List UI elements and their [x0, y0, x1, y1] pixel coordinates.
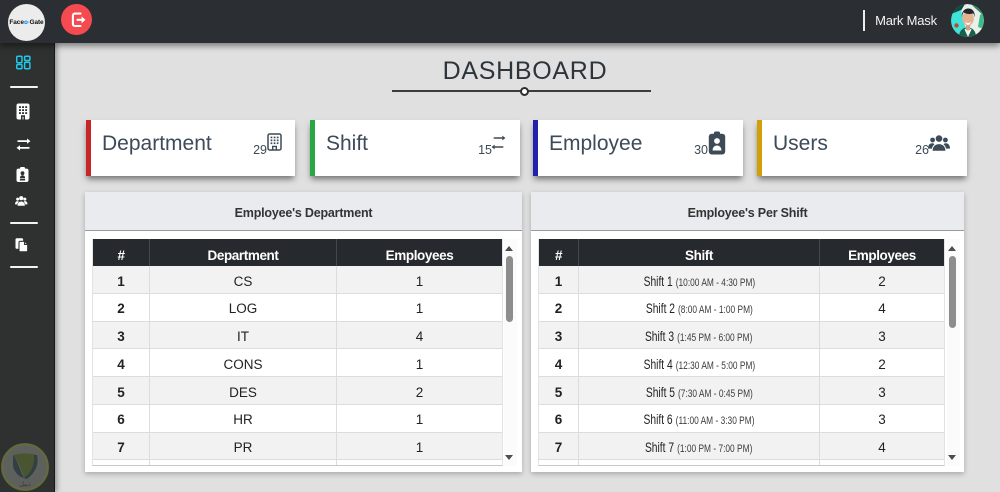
svg-text:ديبل: ديبل — [19, 480, 31, 488]
